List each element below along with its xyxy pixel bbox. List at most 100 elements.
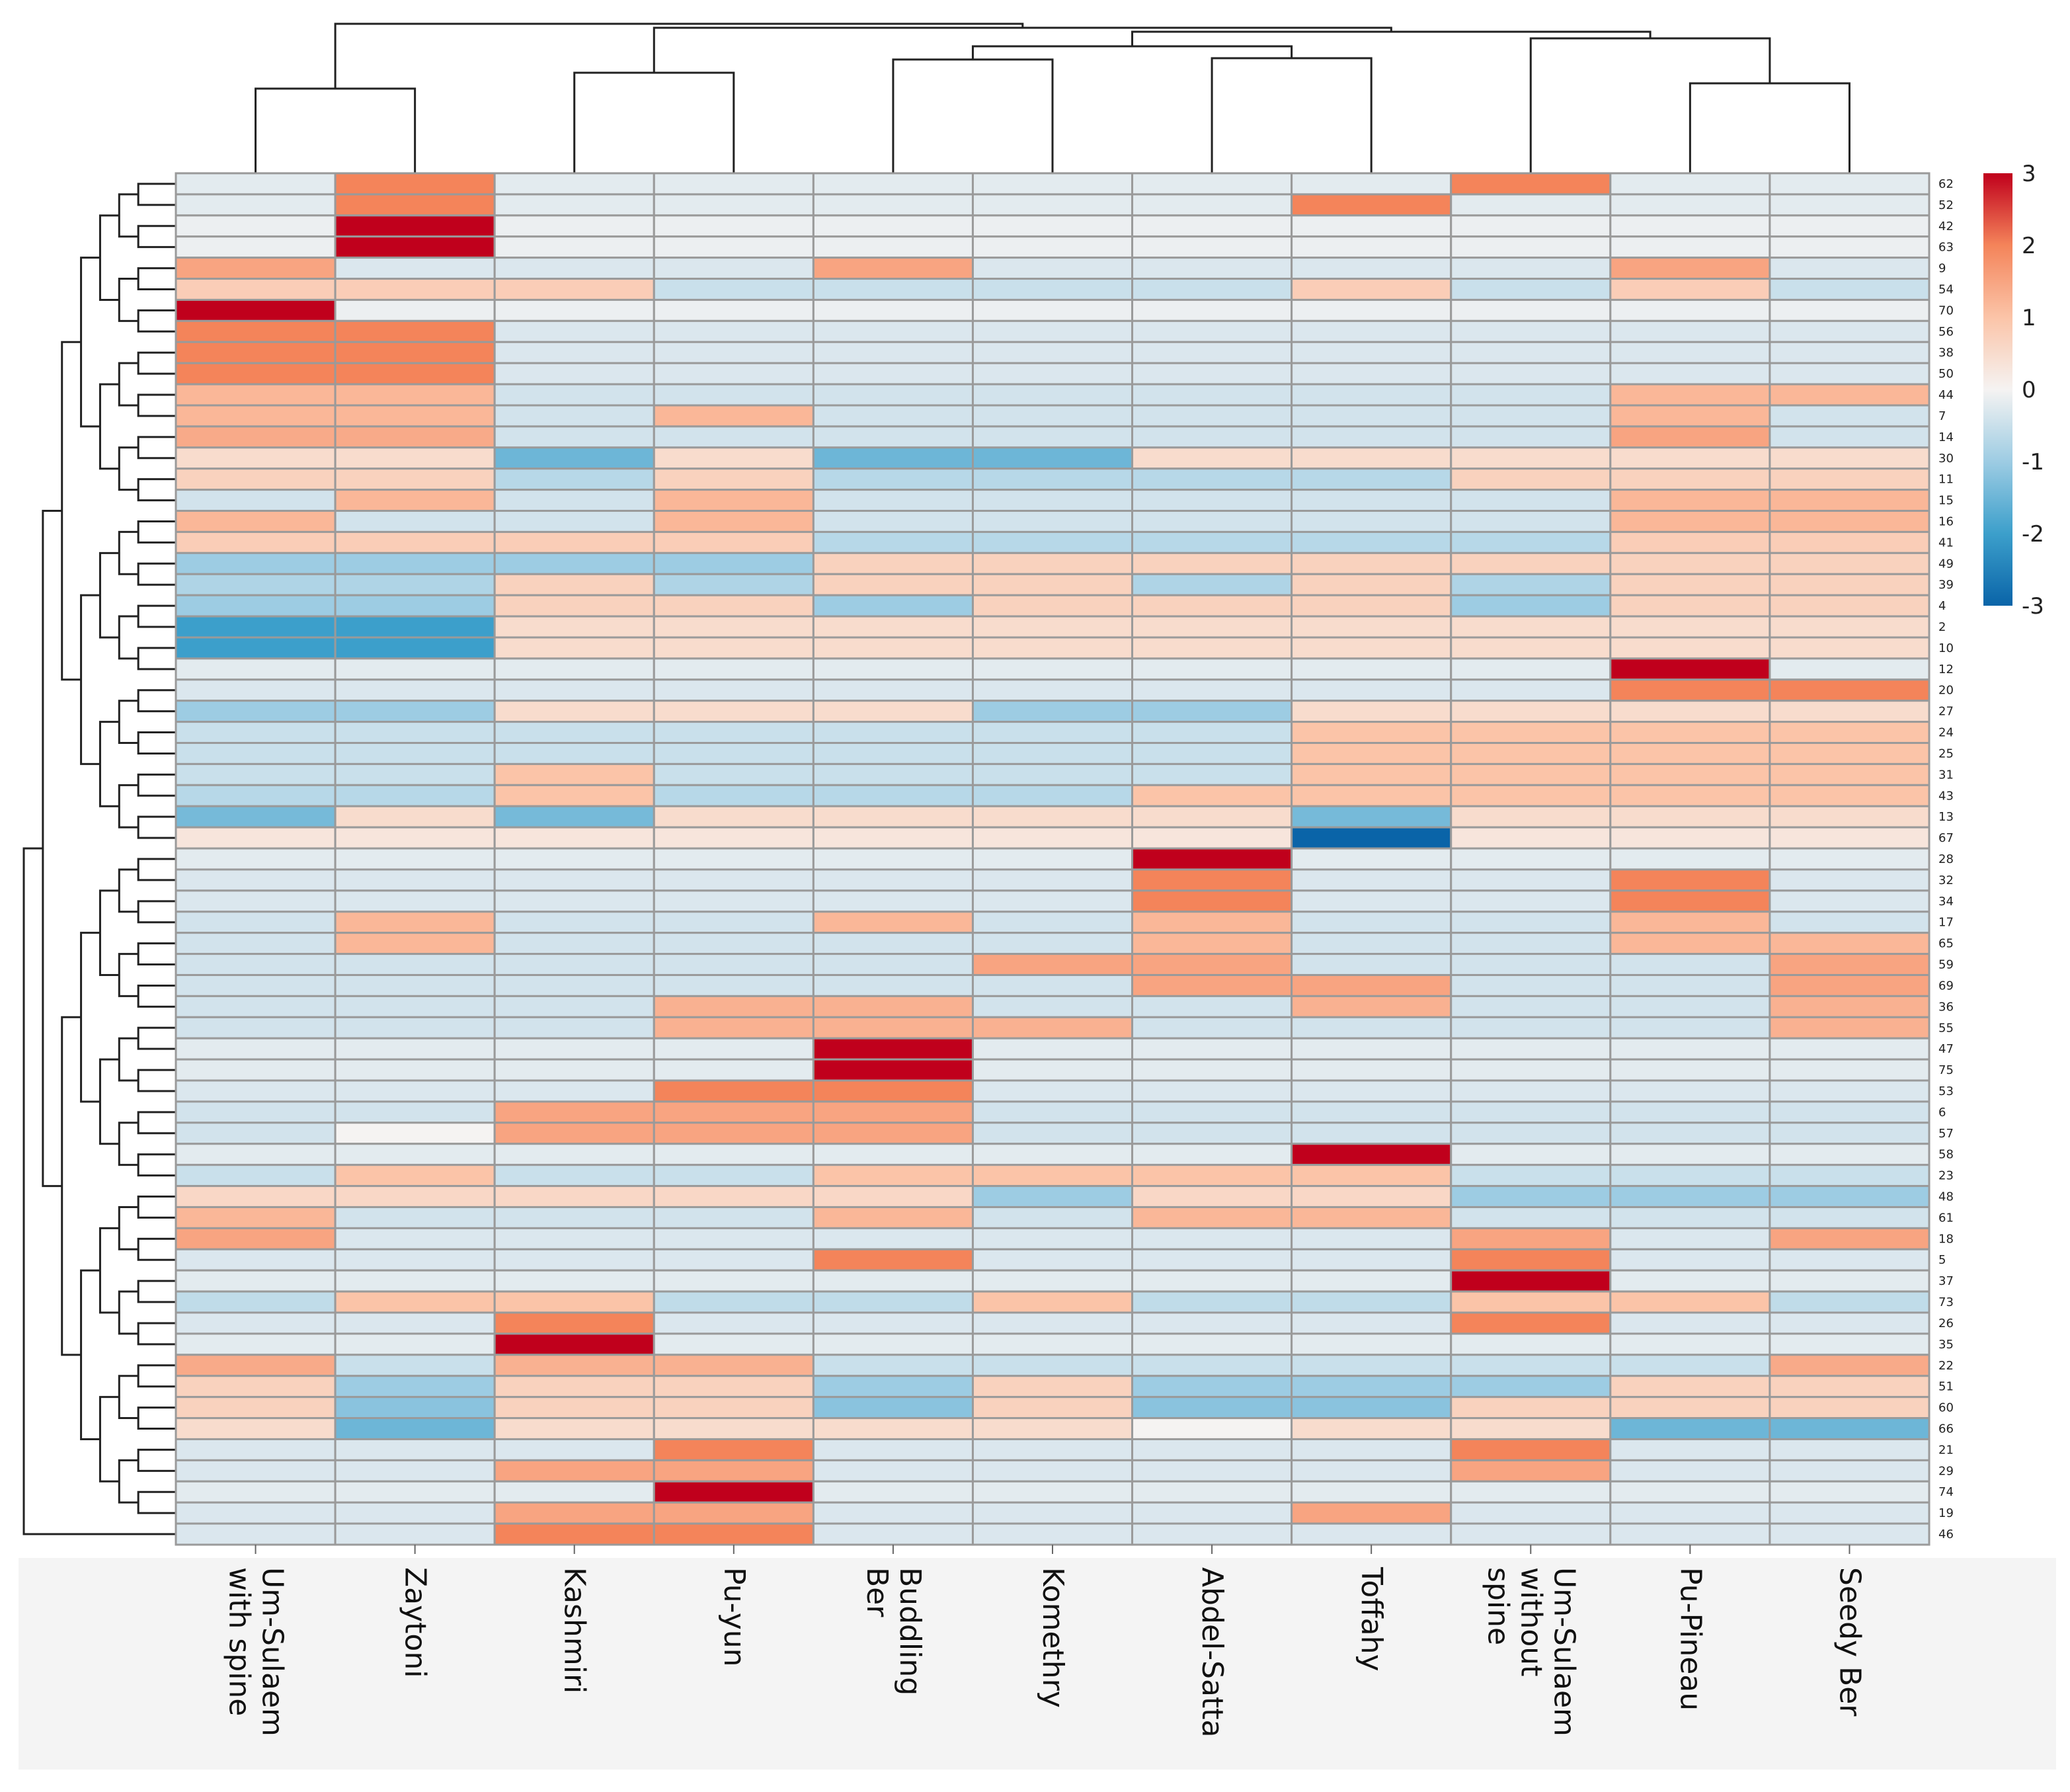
heatmap-cell — [653, 1311, 815, 1335]
heatmap-cell — [1131, 362, 1293, 386]
heatmap-cell — [1450, 1227, 1612, 1250]
heatmap-cell — [1291, 615, 1453, 639]
heatmap-cell — [812, 784, 974, 807]
heatmap-cell — [175, 530, 337, 554]
heatmap-cell — [175, 826, 337, 850]
heatmap-cell — [971, 1290, 1134, 1314]
row-label: 16 — [1938, 514, 1954, 528]
dendrogram-branch — [137, 1322, 176, 1346]
heatmap-cell — [493, 678, 655, 702]
heatmap-cell — [1291, 762, 1453, 786]
heatmap-cell — [1450, 1459, 1612, 1483]
heatmap-cell — [1769, 1480, 1931, 1504]
dendrogram-branch — [137, 1069, 176, 1092]
heatmap-cell — [493, 1269, 655, 1293]
heatmap-cell — [1609, 1459, 1771, 1483]
heatmap-cell — [1769, 1164, 1931, 1188]
row-label: 37 — [1938, 1274, 1954, 1288]
heatmap-cell — [1291, 1143, 1453, 1166]
row-label: 12 — [1938, 663, 1954, 676]
heatmap-cell — [493, 214, 655, 238]
heatmap-cell — [1609, 805, 1771, 829]
heatmap-cell — [812, 172, 974, 196]
heatmap-cell — [812, 1248, 974, 1272]
row-label: 46 — [1938, 1527, 1954, 1541]
heatmap-cell — [1609, 1438, 1771, 1461]
heatmap-cell — [493, 425, 655, 449]
row-label: 69 — [1938, 979, 1954, 993]
heatmap-cell — [971, 1205, 1134, 1229]
heatmap-cell — [1609, 1480, 1771, 1504]
heatmap-cell — [1131, 1227, 1293, 1250]
heatmap-cell — [493, 911, 655, 934]
heatmap-cell — [175, 784, 337, 807]
heatmap-cell — [175, 1227, 337, 1250]
heatmap-cell — [812, 1332, 974, 1356]
heatmap-cell — [1609, 1164, 1771, 1188]
heatmap-cell — [493, 298, 655, 322]
heatmap-cell — [1450, 235, 1612, 259]
heatmap-cell — [971, 530, 1134, 554]
heatmap-cell — [493, 341, 655, 364]
heatmap-cell — [653, 1438, 815, 1461]
heatmap-cell — [812, 805, 974, 829]
heatmap-cell — [1609, 1248, 1771, 1272]
heatmap-cell — [1131, 510, 1293, 533]
heatmap-cell — [812, 742, 974, 765]
heatmap-cell — [1769, 1037, 1931, 1061]
heatmap-cell — [493, 446, 655, 470]
heatmap-cell — [1131, 762, 1293, 786]
heatmap-cell — [971, 1375, 1134, 1399]
heatmap-cell — [812, 826, 974, 850]
heatmap-cell — [175, 510, 337, 533]
heatmap-cell — [1609, 995, 1771, 1018]
heatmap-cell — [175, 1185, 337, 1208]
heatmap-cell — [812, 1164, 974, 1188]
heatmap-cell — [812, 594, 974, 618]
legend-colorbar — [1983, 173, 2012, 606]
heatmap-cell — [812, 341, 974, 364]
dendrogram-branch — [118, 193, 139, 238]
row-label: 74 — [1938, 1485, 1954, 1499]
heatmap-cell — [812, 911, 974, 934]
row-label: 14 — [1938, 430, 1954, 444]
heatmap-cell — [812, 1121, 974, 1145]
heatmap-cell — [334, 615, 496, 639]
row-label: 54 — [1938, 282, 1954, 296]
heatmap-cell — [493, 1079, 655, 1103]
heatmap-cell — [334, 530, 496, 554]
heatmap-cell — [1769, 235, 1931, 259]
heatmap-cell — [1609, 257, 1771, 280]
dendrogram-branch — [137, 731, 176, 754]
dendrogram-branch — [22, 847, 176, 1535]
heatmap-cell — [971, 636, 1134, 660]
heatmap-cell — [1291, 530, 1453, 554]
heatmap-cell — [175, 319, 337, 343]
dendrogram-branch — [61, 1016, 81, 1356]
heatmap-cell — [1450, 826, 1612, 850]
heatmap-cell — [812, 1396, 974, 1420]
heatmap-cell — [1291, 235, 1453, 259]
heatmap-cell — [1450, 341, 1612, 364]
dendrogram-branch — [118, 1205, 139, 1250]
heatmap-cell — [493, 805, 655, 829]
heatmap-cell — [493, 278, 655, 301]
heatmap-cell — [1769, 657, 1931, 681]
heatmap-cell — [1291, 446, 1453, 470]
heatmap-cell — [493, 1016, 655, 1039]
heatmap-cell — [1769, 868, 1931, 892]
row-dendrogram — [22, 183, 176, 1535]
heatmap-cell — [971, 1396, 1134, 1420]
row-label: 52 — [1938, 198, 1954, 212]
heatmap-cell — [493, 973, 655, 997]
heatmap-cell — [175, 1311, 337, 1335]
column-label: Seedy Ber — [1833, 1567, 1867, 1717]
heatmap-cell — [334, 551, 496, 575]
heatmap-cell — [653, 362, 815, 386]
heatmap-cell — [812, 678, 974, 702]
heatmap-cell — [971, 1332, 1134, 1356]
heatmap-cell — [493, 1185, 655, 1208]
heatmap-cell — [1450, 805, 1612, 829]
heatmap-cell — [1609, 721, 1771, 745]
heatmap-cell — [1131, 1164, 1293, 1188]
